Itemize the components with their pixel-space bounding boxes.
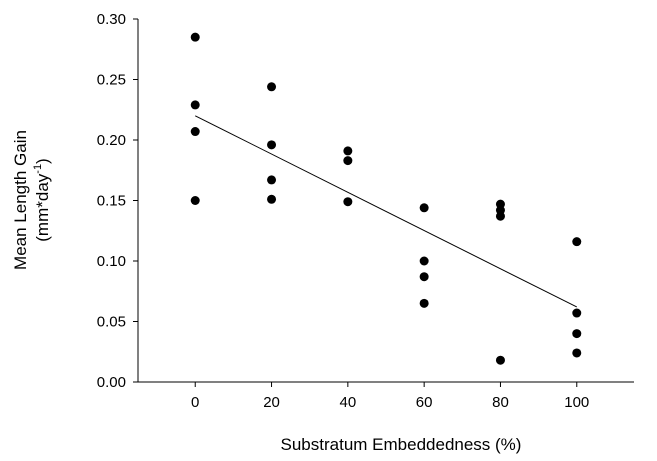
data-point (419, 203, 429, 213)
data-point (190, 127, 200, 137)
x-tick-label: 60 (416, 394, 433, 411)
y-axis-title-line2: (mm*day-1) (32, 158, 52, 241)
y-tick-label: 0.00 (97, 374, 126, 391)
data-point (572, 308, 582, 318)
axis-frame (137, 19, 634, 383)
y-axis-unit: (mm*day (33, 173, 52, 242)
data-point (419, 298, 429, 308)
x-tick-label: 80 (492, 394, 509, 411)
y-tick-label: 0.20 (97, 132, 126, 149)
y-axis-title: Mean Length Gain (mm*day-1) (11, 130, 52, 270)
y-axis-ticks: 0.00 0.05 0.10 0.15 0.20 0.25 0.30 (97, 11, 138, 391)
x-tick-label: 100 (564, 394, 589, 411)
data-point (190, 196, 200, 205)
data-point (343, 156, 353, 166)
x-tick-label: 0 (191, 394, 199, 411)
data-point (419, 256, 429, 266)
data-points (190, 32, 582, 365)
data-point (267, 175, 277, 185)
y-tick-label: 0.10 (97, 253, 126, 270)
y-tick-label: 0.25 (97, 72, 126, 89)
y-axis-title-line1: Mean Length Gain (11, 130, 30, 270)
y-axis-unit-close: ) (33, 158, 52, 164)
data-point (419, 272, 429, 282)
data-point (343, 146, 353, 156)
data-point (343, 197, 353, 207)
y-tick-label: 0.05 (97, 314, 126, 331)
x-tick-label: 20 (263, 394, 280, 411)
plot-axes (137, 19, 634, 383)
y-axis-unit-exponent: -1 (32, 164, 44, 174)
data-point (495, 211, 505, 221)
data-point (572, 329, 582, 339)
data-point (267, 82, 277, 92)
data-point (572, 237, 582, 247)
x-axis-title: Substratum Embeddedness (%) (281, 435, 522, 454)
data-point (190, 32, 200, 42)
data-point (572, 348, 582, 358)
y-tick-label: 0.15 (97, 193, 126, 210)
data-point (267, 194, 277, 204)
regression-line (195, 115, 577, 308)
data-point (495, 355, 505, 365)
x-tick-label: 40 (340, 394, 357, 411)
data-point (190, 100, 200, 110)
x-axis-ticks: 0 20 40 60 80 100 (191, 382, 589, 411)
y-tick-label: 0.30 (97, 11, 126, 28)
data-point (267, 140, 277, 150)
